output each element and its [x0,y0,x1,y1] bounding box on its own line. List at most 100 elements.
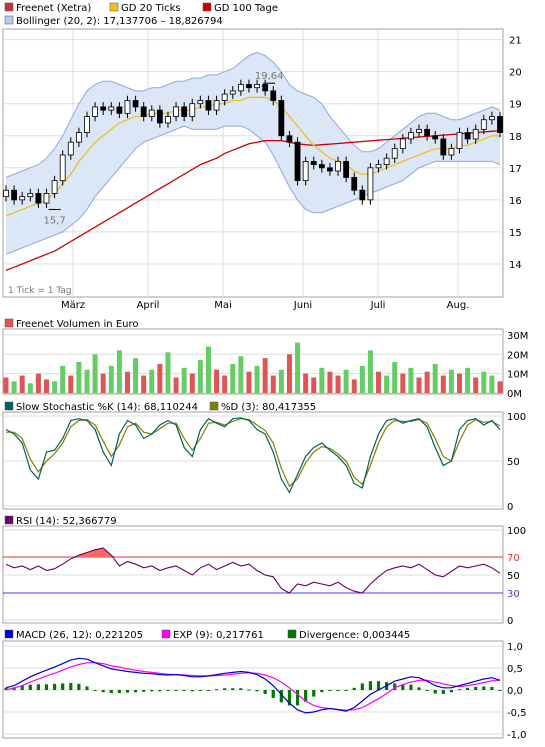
exp-legend-swatch [161,629,171,639]
volume-bar [173,377,179,393]
volume-y-tick: 10M [507,370,528,381]
divergence-bar [336,690,340,691]
divergence-bar [206,690,211,691]
volume-bar [440,375,446,393]
candle-body [351,177,358,191]
divergence-bar [255,690,259,692]
volume-bar [100,373,106,393]
volume-y-tick: 20M [507,350,528,361]
divergence-bars [4,681,502,706]
volume-bar [432,363,438,393]
divergence-bar [320,690,324,693]
stoch-y-tick: 100 [507,412,526,423]
volume-bar [214,369,220,393]
volume-legend-swatch [4,318,14,328]
divergence-bar [393,683,397,690]
divergence-bar [457,689,462,691]
volume-bar [76,362,82,393]
rsi-y-tick: 50 [507,571,520,582]
price-annotations: 19,64 15,7 [43,71,283,226]
macd-y-tick: 1,0 [507,642,523,653]
divergence-bar [182,690,186,691]
candle-body [237,84,244,92]
price-y-tick: 14 [509,260,522,271]
divergence-bar [409,684,413,690]
candle-body [108,106,115,111]
bollinger-upper-line [5,51,501,178]
stoch-legend-d: %D (3): 80,417355 [221,402,316,413]
divergence-bar [174,690,178,691]
volume-bar [116,350,122,393]
month-label: Mai [214,300,232,311]
volume-bar [181,367,187,393]
volume-bar [238,356,244,393]
volume-bar [343,369,349,393]
month-label: Juni [293,300,312,311]
price-y-tick: 15 [509,228,522,239]
divergence-bar [44,684,49,690]
divergence-bar [223,688,227,690]
divergence-bar [328,690,332,691]
candle-body [213,100,220,111]
volume-bar [278,369,284,393]
macd-panel: MACD (26, 12): 0,221205 EXP (9): 0,21776… [2,629,527,741]
divergence-bar [85,686,89,690]
divergence-bar [263,690,267,694]
macd-y-tick: -1,0 [507,730,527,741]
candle-body [399,138,406,149]
volume-bars [3,342,503,393]
volume-bar [295,342,301,393]
divergence-bar [12,687,16,690]
volume-bar [92,354,98,393]
price-y-tick: 20 [509,68,522,79]
divergence-bar [376,681,381,690]
candle-body [408,132,414,140]
divergence-bar [352,687,356,690]
divergence-bar [368,681,373,690]
candle-body [294,141,301,182]
candle-body [229,90,236,95]
volume-bar [335,375,341,393]
volume-title: Freenet Volumen in Euro [16,319,138,330]
price-candles [3,79,503,208]
candle-body [197,100,204,105]
exp-legend-label: EXP (9): 0,217761 [173,630,264,641]
stoch-y-tick: 50 [507,457,520,468]
divergence-bar [133,690,138,693]
stoch-legend-swatch-d [209,401,219,411]
price-legend-swatch-1 [4,2,14,12]
tick-note: 1 Tick = 1 Tag [8,286,72,296]
divergence-bar [190,690,194,692]
volume-bar [319,367,325,393]
volume-bar [311,377,317,393]
divergence-bar [344,690,348,691]
volume-bar [327,371,333,393]
candle-body [19,196,26,201]
divergence-bar [401,684,405,690]
volume-bar [60,365,66,393]
price-y-tick: 17 [509,164,522,175]
divergence-bar [93,690,97,691]
candle-body [327,167,333,172]
rsi-overbought-fill [6,548,500,557]
volume-bar [52,381,58,393]
price-panel: Freenet (Xetra) GD 20 Ticks GD 100 Tage … [2,2,522,311]
gd100-line [5,129,501,272]
volume-bar [108,365,114,393]
volume-bar [376,371,382,393]
divergence-bar [20,685,24,690]
divergence-bar [158,690,162,692]
candle-body [205,100,212,111]
candle-body [424,128,431,137]
volume-bar [222,375,228,393]
candle-body [148,109,155,117]
candle-body [11,189,17,201]
volume-y-tick: 0M [507,389,522,400]
rsi-legend-swatch [4,515,14,525]
volume-bar [367,350,373,393]
volume-bar [497,381,503,393]
volume-bar [489,375,495,393]
volume-bar [286,354,292,393]
candle-body [383,157,390,166]
